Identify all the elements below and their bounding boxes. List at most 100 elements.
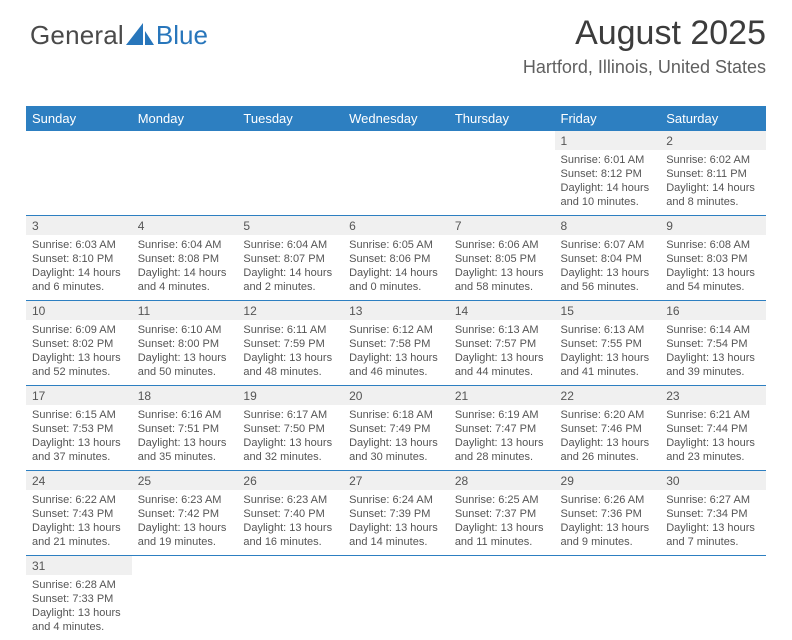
day-number-cell: 8 bbox=[555, 216, 661, 236]
day-number-cell: 1 bbox=[555, 131, 661, 150]
brand-logo: General Blue bbox=[30, 20, 208, 51]
day-data-cell: Sunrise: 6:11 AMSunset: 7:59 PMDaylight:… bbox=[237, 320, 343, 386]
weekday-header: Saturday bbox=[660, 106, 766, 131]
day-info-line: Sunset: 8:11 PM bbox=[666, 167, 760, 181]
day-info-line: Daylight: 13 hours bbox=[561, 351, 655, 365]
day-data-cell: Sunrise: 6:27 AMSunset: 7:34 PMDaylight:… bbox=[660, 490, 766, 556]
day-data-cell bbox=[132, 575, 238, 640]
day-info-line: Sunrise: 6:14 AM bbox=[666, 323, 760, 337]
day-data-cell: Sunrise: 6:13 AMSunset: 7:57 PMDaylight:… bbox=[449, 320, 555, 386]
day-info-line: Sunset: 7:51 PM bbox=[138, 422, 232, 436]
day-info-line: and 21 minutes. bbox=[32, 535, 126, 549]
day-info-line: Sunrise: 6:03 AM bbox=[32, 238, 126, 252]
day-number-cell: 19 bbox=[237, 386, 343, 406]
day-info-line: Daylight: 13 hours bbox=[349, 351, 443, 365]
day-number-cell: 23 bbox=[660, 386, 766, 406]
day-info-line: Sunrise: 6:15 AM bbox=[32, 408, 126, 422]
day-number-cell: 11 bbox=[132, 301, 238, 321]
day-info-line: Daylight: 13 hours bbox=[243, 351, 337, 365]
day-info-line: Sunset: 7:47 PM bbox=[455, 422, 549, 436]
day-data-cell bbox=[237, 575, 343, 640]
day-info-line: Daylight: 13 hours bbox=[561, 436, 655, 450]
day-info-line: and 8 minutes. bbox=[666, 195, 760, 209]
day-number-cell: 3 bbox=[26, 216, 132, 236]
location-subtitle: Hartford, Illinois, United States bbox=[523, 57, 766, 78]
day-info-line: Sunrise: 6:04 AM bbox=[243, 238, 337, 252]
day-info-line: Daylight: 13 hours bbox=[138, 436, 232, 450]
day-number-cell bbox=[26, 131, 132, 150]
day-data-cell: Sunrise: 6:13 AMSunset: 7:55 PMDaylight:… bbox=[555, 320, 661, 386]
day-number-cell: 2 bbox=[660, 131, 766, 150]
day-number-cell: 22 bbox=[555, 386, 661, 406]
day-number-cell: 29 bbox=[555, 471, 661, 491]
logo-sail-icon bbox=[126, 23, 154, 45]
day-info-line: Sunset: 7:53 PM bbox=[32, 422, 126, 436]
day-info-line: and 52 minutes. bbox=[32, 365, 126, 379]
day-number-cell: 15 bbox=[555, 301, 661, 321]
weekday-header: Sunday bbox=[26, 106, 132, 131]
day-data-cell: Sunrise: 6:19 AMSunset: 7:47 PMDaylight:… bbox=[449, 405, 555, 471]
day-info-line: Daylight: 13 hours bbox=[32, 521, 126, 535]
day-info-line: Sunrise: 6:25 AM bbox=[455, 493, 549, 507]
day-data-cell: Sunrise: 6:28 AMSunset: 7:33 PMDaylight:… bbox=[26, 575, 132, 640]
day-number-cell bbox=[449, 131, 555, 150]
day-info-line: and 19 minutes. bbox=[138, 535, 232, 549]
day-info-line: and 35 minutes. bbox=[138, 450, 232, 464]
day-info-line: Daylight: 13 hours bbox=[349, 521, 443, 535]
day-data-cell bbox=[343, 575, 449, 640]
weekday-header: Wednesday bbox=[343, 106, 449, 131]
day-data-cell: Sunrise: 6:06 AMSunset: 8:05 PMDaylight:… bbox=[449, 235, 555, 301]
day-number-cell: 5 bbox=[237, 216, 343, 236]
day-number-cell: 18 bbox=[132, 386, 238, 406]
day-info-line: Sunset: 8:03 PM bbox=[666, 252, 760, 266]
day-info-line: and 0 minutes. bbox=[349, 280, 443, 294]
day-number-cell: 10 bbox=[26, 301, 132, 321]
day-info-line: Sunrise: 6:08 AM bbox=[666, 238, 760, 252]
day-number-cell: 30 bbox=[660, 471, 766, 491]
page-heading: August 2025 Hartford, Illinois, United S… bbox=[523, 14, 766, 78]
day-info-line: Daylight: 13 hours bbox=[32, 351, 126, 365]
day-number-cell: 16 bbox=[660, 301, 766, 321]
day-info-line: and 54 minutes. bbox=[666, 280, 760, 294]
day-data-cell: Sunrise: 6:14 AMSunset: 7:54 PMDaylight:… bbox=[660, 320, 766, 386]
logo-text-general: General bbox=[30, 20, 124, 51]
day-info-line: Sunset: 8:08 PM bbox=[138, 252, 232, 266]
day-info-line: and 23 minutes. bbox=[666, 450, 760, 464]
day-data-cell: Sunrise: 6:25 AMSunset: 7:37 PMDaylight:… bbox=[449, 490, 555, 556]
day-info-line: Daylight: 13 hours bbox=[349, 436, 443, 450]
day-info-line: Sunrise: 6:22 AM bbox=[32, 493, 126, 507]
weekday-header: Monday bbox=[132, 106, 238, 131]
day-data-cell: Sunrise: 6:09 AMSunset: 8:02 PMDaylight:… bbox=[26, 320, 132, 386]
day-data-cell bbox=[132, 150, 238, 216]
day-info-line: Sunset: 8:05 PM bbox=[455, 252, 549, 266]
day-info-line: Daylight: 13 hours bbox=[455, 266, 549, 280]
day-info-line: Sunset: 7:49 PM bbox=[349, 422, 443, 436]
day-info-line: Sunrise: 6:28 AM bbox=[32, 578, 126, 592]
day-info-line: Sunset: 7:40 PM bbox=[243, 507, 337, 521]
day-data-cell: Sunrise: 6:08 AMSunset: 8:03 PMDaylight:… bbox=[660, 235, 766, 301]
day-data-cell: Sunrise: 6:17 AMSunset: 7:50 PMDaylight:… bbox=[237, 405, 343, 471]
day-data-cell: Sunrise: 6:22 AMSunset: 7:43 PMDaylight:… bbox=[26, 490, 132, 556]
day-info-line: Daylight: 14 hours bbox=[349, 266, 443, 280]
day-number-cell: 7 bbox=[449, 216, 555, 236]
day-info-line: Sunrise: 6:17 AM bbox=[243, 408, 337, 422]
day-info-line: and 50 minutes. bbox=[138, 365, 232, 379]
day-data-cell: Sunrise: 6:23 AMSunset: 7:40 PMDaylight:… bbox=[237, 490, 343, 556]
day-info-line: Sunrise: 6:23 AM bbox=[138, 493, 232, 507]
weekday-header: Tuesday bbox=[237, 106, 343, 131]
day-number-cell: 28 bbox=[449, 471, 555, 491]
day-info-line: Sunrise: 6:13 AM bbox=[561, 323, 655, 337]
day-info-line: Sunrise: 6:24 AM bbox=[349, 493, 443, 507]
day-data-cell bbox=[26, 150, 132, 216]
day-info-line: and 6 minutes. bbox=[32, 280, 126, 294]
weekday-header-row: Sunday Monday Tuesday Wednesday Thursday… bbox=[26, 106, 766, 131]
day-number-row: 17181920212223 bbox=[26, 386, 766, 406]
day-info-line: Sunset: 7:59 PM bbox=[243, 337, 337, 351]
day-number-cell: 13 bbox=[343, 301, 449, 321]
day-info-line: and 11 minutes. bbox=[455, 535, 549, 549]
day-info-line: Sunset: 8:07 PM bbox=[243, 252, 337, 266]
day-info-line: Daylight: 13 hours bbox=[666, 436, 760, 450]
day-info-line: Daylight: 14 hours bbox=[32, 266, 126, 280]
day-data-cell: Sunrise: 6:21 AMSunset: 7:44 PMDaylight:… bbox=[660, 405, 766, 471]
day-info-line: and 46 minutes. bbox=[349, 365, 443, 379]
